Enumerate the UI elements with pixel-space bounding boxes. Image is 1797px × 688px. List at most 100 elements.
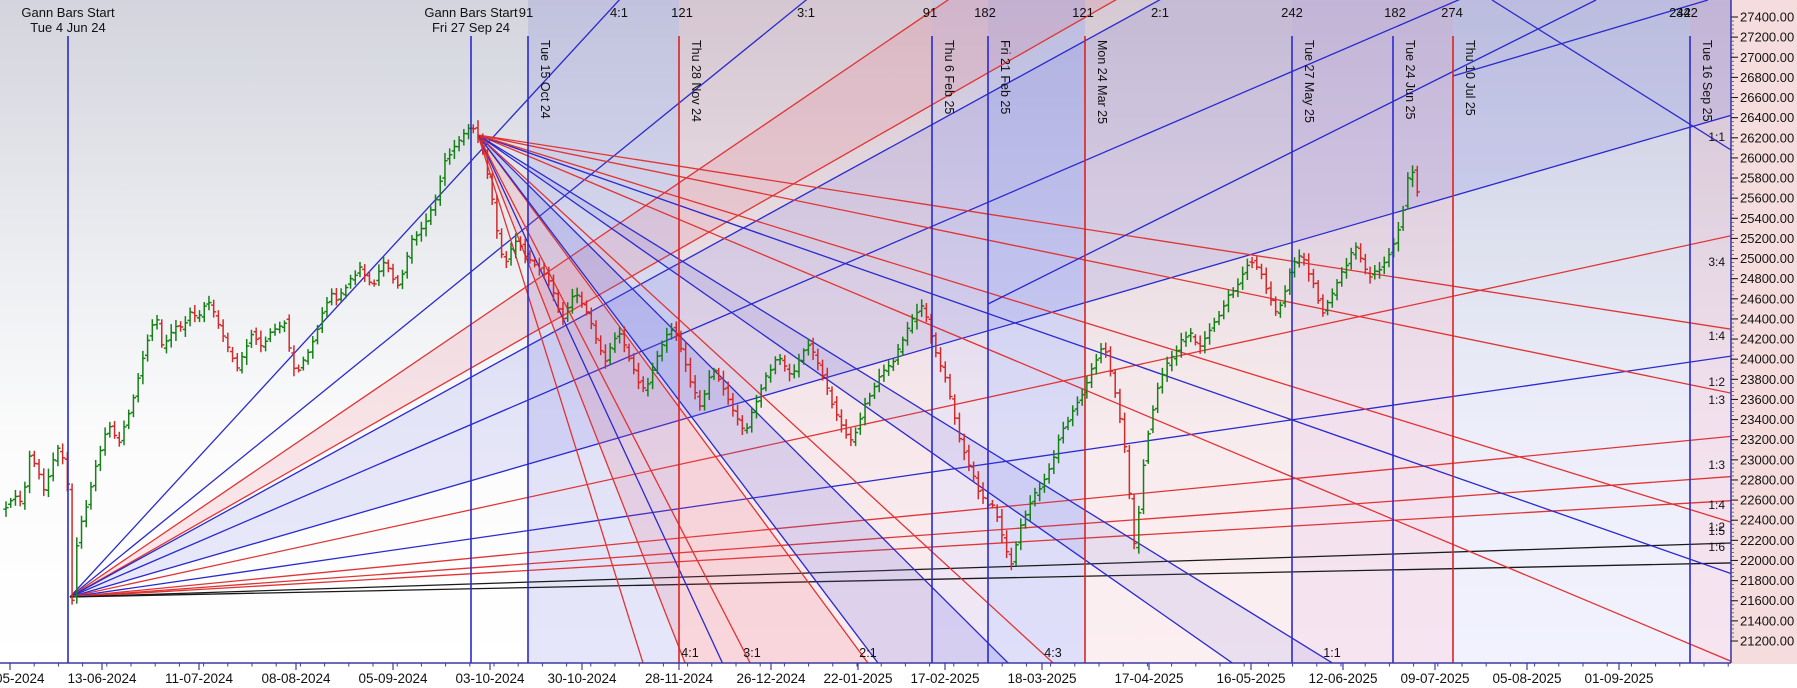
gann-fan-ray[interactable] bbox=[69, 409, 1797, 598]
fan-ratio-label: 1:1 bbox=[1323, 646, 1340, 660]
price-bar bbox=[579, 291, 585, 308]
x-axis-label: 28-11-2024 bbox=[645, 671, 714, 686]
gann-fan-ray[interactable] bbox=[69, 32, 1797, 598]
gann-fan-ray[interactable] bbox=[69, 0, 1797, 598]
gann-fan-ray[interactable] bbox=[477, 134, 1797, 671]
x-axis-label: 01-09-2025 bbox=[1584, 671, 1653, 686]
price-bar bbox=[83, 500, 89, 528]
price-bar bbox=[810, 337, 816, 361]
cycle-count-label: 91 bbox=[519, 5, 533, 20]
price-bar bbox=[206, 295, 212, 311]
gann-fan-ray[interactable] bbox=[69, 0, 1797, 598]
x-axis-label: 16-05-2024 bbox=[0, 671, 45, 686]
gann-fan-ray[interactable] bbox=[477, 134, 1797, 688]
plot-area: Tue 15 Oct 24 Thu 28 Nov 24 Thu 6 Feb 25 Fr… bbox=[3, 0, 1797, 688]
price-bar bbox=[178, 321, 184, 332]
gann-fan-ray[interactable] bbox=[69, 0, 1797, 598]
gann-fan-ray[interactable] bbox=[477, 134, 1797, 688]
gann-fan-ray[interactable] bbox=[69, 446, 1797, 598]
price-bar bbox=[277, 321, 283, 334]
gann-date-line-label: Mon 24 Mar 25 bbox=[1095, 40, 1109, 124]
price-bar bbox=[258, 330, 264, 353]
price-bar bbox=[971, 461, 977, 482]
gann-fan-ray[interactable] bbox=[69, 0, 1797, 598]
price-bar bbox=[919, 299, 925, 317]
price-bar bbox=[437, 175, 443, 206]
gann-line[interactable] bbox=[1491, 0, 1731, 151]
price-bar bbox=[569, 288, 575, 314]
gann-fan-ray[interactable] bbox=[69, 513, 1797, 598]
price-axis-label: 26400.00 bbox=[1740, 110, 1794, 125]
price-bar bbox=[1070, 405, 1076, 427]
gann-date-line-label: Tue 24 Jun 25 bbox=[1403, 40, 1417, 120]
gann-fan-ray[interactable] bbox=[69, 220, 1797, 598]
gann-date-line-label: Tue 27 May 25 bbox=[1302, 40, 1316, 123]
x-axis-label: 05-08-2025 bbox=[1492, 671, 1561, 686]
price-bar bbox=[314, 324, 321, 345]
price-bar bbox=[645, 377, 651, 397]
price-bar bbox=[1004, 530, 1010, 559]
fan-ratio-label: 3:1 bbox=[743, 646, 760, 660]
price-bar bbox=[612, 332, 618, 353]
cycle-count-label: 91 bbox=[923, 5, 937, 20]
price-bar bbox=[550, 274, 557, 302]
fan-ratio-label: 1:6 bbox=[1708, 540, 1725, 554]
price-axis-label: 23000.00 bbox=[1740, 452, 1794, 467]
price-bar bbox=[116, 431, 122, 447]
price-bar bbox=[140, 350, 146, 385]
gann-fan-ray[interactable] bbox=[477, 134, 1797, 688]
fan-ratio-label: 1:3 bbox=[1708, 393, 1725, 407]
price-bar bbox=[621, 326, 627, 353]
price-bar bbox=[324, 296, 330, 318]
cycle-count-label: 4:1 bbox=[610, 5, 628, 20]
price-axis-label: 23800.00 bbox=[1740, 372, 1794, 387]
price-axis-label: 26200.00 bbox=[1740, 130, 1794, 145]
price-bar bbox=[1074, 396, 1081, 416]
gann-fan-ray[interactable] bbox=[477, 134, 1797, 688]
price-bar bbox=[225, 332, 231, 353]
price-bar bbox=[286, 314, 292, 352]
gann-fan-ray[interactable] bbox=[69, 0, 1797, 598]
price-bar bbox=[494, 194, 500, 239]
gann-fan-ray[interactable] bbox=[477, 134, 1797, 688]
price-bar bbox=[1183, 331, 1189, 347]
price-bar bbox=[22, 481, 28, 510]
price-bar bbox=[829, 386, 835, 409]
price-bar bbox=[1150, 405, 1156, 434]
price-bar bbox=[196, 310, 203, 323]
cycle-count-label: 2:1 bbox=[1151, 5, 1169, 20]
price-bar bbox=[390, 263, 396, 284]
price-axis-label: 27000.00 bbox=[1740, 50, 1794, 65]
price-bar bbox=[1348, 247, 1354, 270]
gann-fan-ray[interactable] bbox=[477, 134, 1797, 688]
gann-fan-ray[interactable] bbox=[69, 0, 1797, 598]
gann-date-line-label: Thu 10 Jul 25 bbox=[1463, 40, 1477, 116]
price-bar bbox=[60, 443, 66, 465]
gann-fan-ray[interactable] bbox=[69, 544, 1797, 598]
price-bar bbox=[692, 375, 698, 400]
price-bar bbox=[371, 279, 377, 287]
price-bar bbox=[27, 450, 33, 494]
price-bar bbox=[1103, 342, 1109, 358]
price-bar bbox=[517, 236, 524, 251]
price-bar bbox=[1282, 285, 1288, 308]
gann-fan-ray[interactable] bbox=[477, 134, 1797, 688]
x-axis-label: 12-06-2025 bbox=[1308, 671, 1377, 686]
price-bar bbox=[135, 373, 141, 403]
price-bar bbox=[607, 342, 613, 365]
price-bar bbox=[484, 149, 491, 180]
price-bar bbox=[300, 356, 306, 371]
gann-fan-ray[interactable] bbox=[69, 0, 1797, 598]
price-bar bbox=[640, 376, 646, 393]
gann-date-line-label: Thu 28 Nov 24 bbox=[689, 40, 703, 122]
price-bar bbox=[3, 501, 9, 517]
gann-line[interactable] bbox=[1452, 0, 1709, 77]
price-bar bbox=[414, 231, 420, 246]
gann-fan-ray[interactable] bbox=[69, 346, 1797, 598]
fan-ratio-label: 1:3 bbox=[1708, 458, 1725, 472]
price-bar bbox=[163, 334, 170, 354]
price-axis-label: 26800.00 bbox=[1740, 70, 1794, 85]
price-bar bbox=[1140, 459, 1147, 515]
gann-fan-ray[interactable] bbox=[477, 134, 1797, 538]
price-bar bbox=[1296, 249, 1302, 268]
